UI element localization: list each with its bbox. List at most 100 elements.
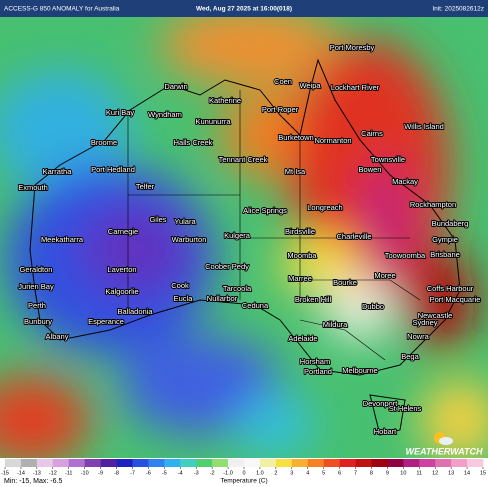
place-label: St Helens (389, 404, 422, 413)
place-label: Darwin (164, 82, 187, 91)
place-label: Eucla (174, 294, 194, 303)
colorbar-swatch (339, 459, 356, 467)
colorbar-swatch (323, 459, 340, 467)
colorbar-swatch (355, 459, 372, 467)
place-label: Laverton (107, 265, 136, 274)
place-label: Normanton (314, 136, 351, 145)
header-bar (0, 0, 488, 17)
colorbar-tick-label: -13 (33, 470, 41, 476)
colorbar-tick-label: 10 (400, 470, 406, 476)
place-label: Brisbane (430, 250, 460, 259)
colorbar-tick-label: 12 (432, 470, 438, 476)
colorbar-tick-label: 2 (274, 470, 277, 476)
colorbar-swatch (36, 459, 54, 467)
place-label: Ceduna (242, 301, 269, 310)
place-label: Carnegie (108, 227, 138, 236)
colorbar-tick-label: -4 (178, 470, 183, 476)
colorbar-label: Temperature (C) (220, 478, 267, 485)
place-label: Dubbo (362, 302, 384, 311)
colorbar-tick-label: 15 (480, 470, 486, 476)
place-label: Gympie (432, 235, 458, 244)
place-label: Coober Pedy (205, 262, 249, 271)
colorbar-tick-label: 1.0 (256, 470, 264, 476)
place-label: Broome (91, 138, 117, 147)
place-label: Willis Island (404, 122, 444, 131)
place-label: Charleville (336, 232, 371, 241)
state-borders (127, 90, 421, 361)
place-label: Mildura (323, 320, 348, 329)
colorbar-tick-label: -12 (49, 470, 57, 476)
place-label: Jurien Bay (18, 282, 54, 291)
place-label: Longreach (307, 203, 342, 212)
colorbar-swatch (228, 459, 245, 467)
colorbar-swatch (100, 459, 117, 467)
colorbar-tick-label: -7 (130, 470, 135, 476)
colorbar-swatch (180, 459, 197, 467)
place-label: Giles (149, 215, 166, 224)
colorbar-swatch (259, 459, 277, 467)
place-label: Kununurra (195, 117, 231, 126)
place-label: Kulgera (224, 231, 251, 240)
colorbar-tick-label: -5 (162, 470, 167, 476)
colorbar-tick-label: -11 (65, 470, 73, 476)
place-label: Geraldton (20, 265, 53, 274)
place-label: Newcastle (418, 311, 453, 320)
colorbar-tick-label: 8 (370, 470, 373, 476)
place-label: Devonport (363, 399, 399, 408)
colorbar-swatch (68, 459, 85, 467)
coastline (29, 58, 461, 436)
place-label: Adelaide (288, 334, 317, 343)
colorbar-swatch (244, 459, 261, 467)
colorbar-tick-label: -15 (1, 470, 9, 476)
colorbar-swatch (164, 459, 181, 467)
place-label: Bunbury (24, 317, 52, 326)
colorbar-swatch (52, 459, 70, 467)
place-label: Hobart (374, 427, 397, 436)
place-label: Exmouth (18, 183, 48, 192)
place-label: Perth (28, 301, 46, 310)
logo-text: WEATHERWATCH (406, 446, 483, 456)
colorbar-swatch (20, 459, 38, 467)
place-label: Bega (401, 352, 419, 361)
place-label: Portland (304, 367, 332, 376)
colorbar-swatch (275, 459, 293, 467)
place-label: Port Roper (262, 105, 299, 114)
colorbar-swatch (467, 459, 484, 467)
colorbar-swatch (371, 459, 388, 467)
logo: WEATHERWATCH (406, 432, 483, 456)
place-label: Townsville (371, 155, 405, 164)
place-label: Cook (171, 281, 189, 290)
colorbar-swatch (419, 459, 436, 467)
place-label: Port Macquarie (430, 295, 481, 304)
place-label: Halls Creek (174, 138, 213, 147)
anomaly-field (0, 17, 488, 458)
place-label: Esperance (88, 317, 124, 326)
place-label: Moomba (287, 251, 317, 260)
colorbar-swatch (307, 459, 324, 467)
place-label: Bundaberg (432, 219, 469, 228)
colorbar-swatch (196, 459, 213, 467)
colorbar-tick-label: 3 (290, 470, 293, 476)
colorbar-swatch (212, 459, 229, 467)
header-time: Wed, Aug 27 2025 at 16:00(018) (196, 6, 292, 13)
place-label: Tarcoola (223, 284, 252, 293)
place-label: Port Hedland (91, 165, 135, 174)
place-label: Alice Springs (243, 206, 287, 215)
colorbar-tick-label: -2 (210, 470, 215, 476)
place-label: Toowoomba (385, 251, 426, 260)
place-label: Bourke (333, 278, 357, 287)
place-label: Balladonia (117, 307, 153, 316)
place-label: Weipa (299, 81, 321, 90)
place-label: Rockhampton (410, 200, 456, 209)
colorbar-swatch (435, 459, 452, 467)
place-label: Katherine (209, 96, 241, 105)
colorbar-tick-label: -9 (98, 470, 103, 476)
colorbar-tick-label: 0 (242, 470, 245, 476)
colorbar-tick-label: 11 (416, 470, 422, 476)
colorbar-swatch (132, 459, 149, 467)
colorbar-tick-label: 14 (464, 470, 470, 476)
place-label: Moree (374, 271, 395, 280)
colorbar-swatch (387, 459, 404, 467)
place-label: Yulara (174, 217, 196, 226)
